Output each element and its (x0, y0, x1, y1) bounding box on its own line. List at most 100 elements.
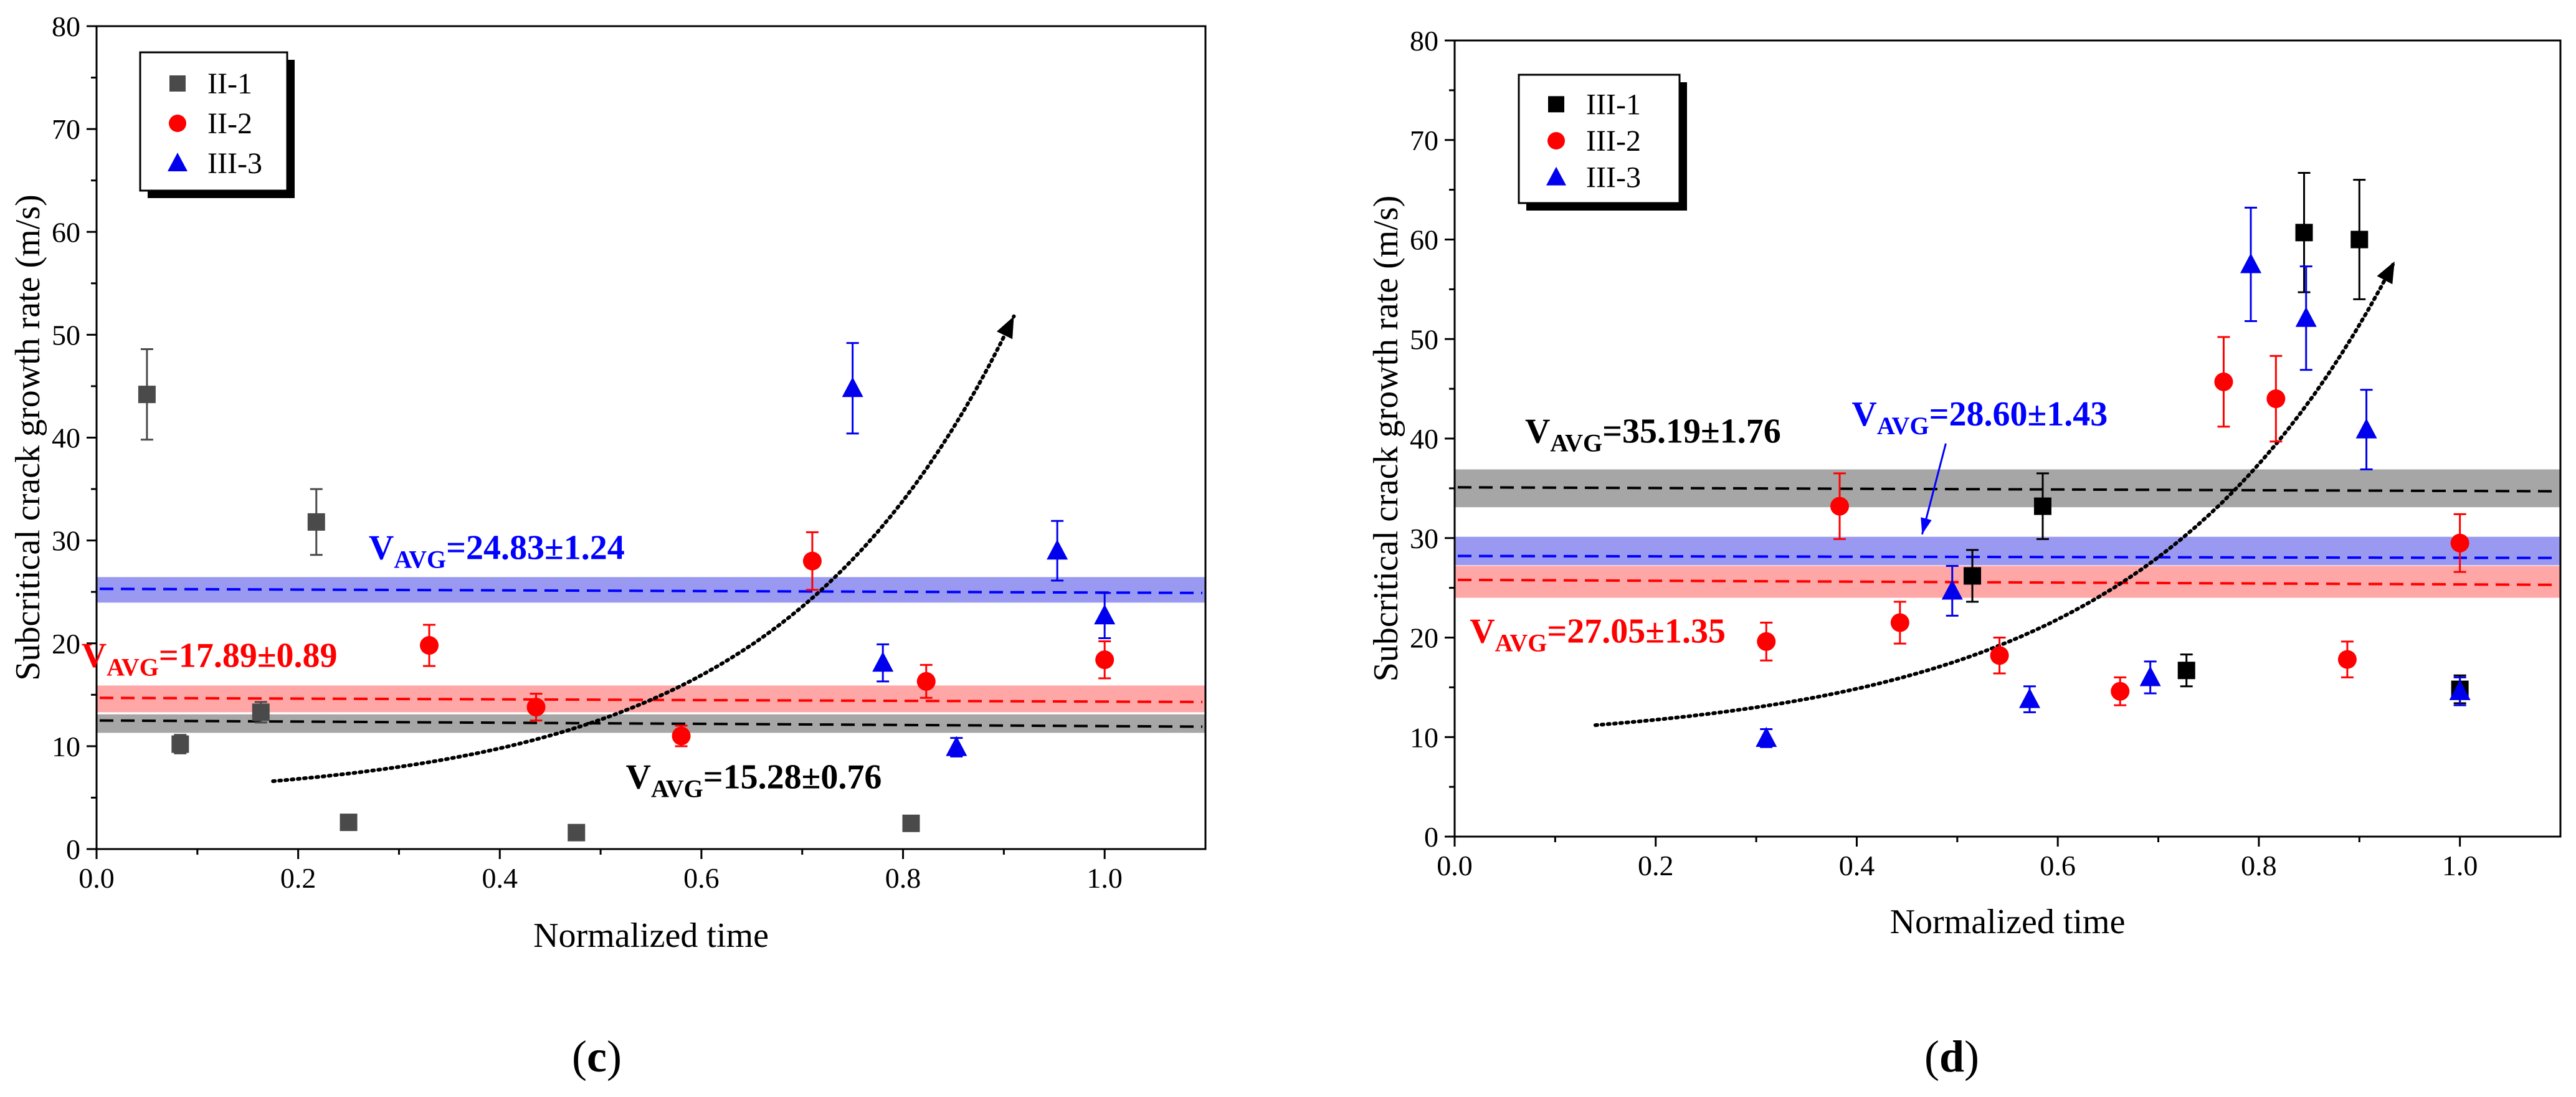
avg-annotation: VAVG=15.28±0.76 (626, 758, 882, 803)
y-axis-title: Subcritical crack growth rate (m/s) (1367, 196, 1405, 682)
y-tick-label: 60 (1410, 224, 1438, 256)
data-point (138, 386, 156, 404)
data-point (872, 652, 894, 672)
trend-curve (1593, 259, 2397, 728)
data-point (526, 698, 546, 717)
avg-line-2 (1457, 578, 2558, 586)
avg-line-2 (99, 719, 1203, 728)
x-tick-label: 0.8 (885, 862, 921, 894)
legend-label: III-1 (1586, 88, 1641, 121)
legend-label: III-2 (1586, 125, 1641, 158)
y-tick-label: 70 (1410, 125, 1438, 156)
data-point (1047, 539, 1068, 560)
y-tick-label: 40 (52, 422, 80, 454)
data-point (1095, 650, 1115, 670)
legend: II-1 II-2 III-3 (139, 51, 295, 198)
data-point (171, 735, 189, 753)
legend-marker (169, 75, 186, 92)
data-point (1941, 579, 1963, 600)
avg-line-1 (1457, 554, 2558, 559)
avg-band-0 (1455, 469, 2560, 508)
data-point (2139, 666, 2161, 686)
x-tick-label: 0.4 (482, 862, 518, 894)
data-point (1094, 604, 1116, 625)
x-tick-label: 0.2 (1638, 850, 1674, 881)
x-tick-label: 1.0 (2442, 850, 2478, 881)
data-point (916, 672, 936, 691)
trend-curve (271, 314, 1016, 783)
y-tick-label: 30 (52, 525, 80, 557)
x-axis-title: Normalized time (533, 916, 769, 955)
y-tick-label: 80 (52, 11, 80, 42)
data-point (2111, 681, 2130, 701)
data-point (2240, 253, 2261, 273)
data-point (2214, 372, 2233, 391)
data-point (2266, 389, 2286, 409)
legend-marker (1547, 132, 1565, 150)
data-point (1964, 567, 1982, 585)
y-tick-label: 10 (52, 731, 80, 762)
avg-line-0 (1457, 486, 2558, 493)
pointer-arrow-head (1921, 517, 1932, 534)
x-tick-label: 0.6 (2040, 850, 2076, 881)
y-tick-label: 60 (52, 216, 80, 248)
y-tick-label: 30 (1410, 523, 1438, 554)
y-tick-label: 0 (66, 833, 80, 865)
data-point (672, 726, 691, 746)
legend-label: III-3 (1586, 161, 1641, 194)
avg-line-0 (99, 587, 1203, 594)
legend-marker (1548, 96, 1564, 113)
y-tick-label: 80 (1410, 25, 1438, 57)
legend-label: II-2 (207, 107, 252, 140)
legend-label: II-1 (207, 67, 252, 100)
data-point (1990, 646, 2009, 665)
chart-panel-d: 0.0 0.2 0.4 0.6 0.8 1.0 0 10 20 30 40 50 60 70 80 Norma… (1367, 25, 2562, 1081)
data-point (2337, 650, 2357, 669)
data-point (802, 551, 822, 571)
data-point (2019, 688, 2040, 708)
data-point (1757, 632, 1776, 651)
avg-band-2 (1455, 566, 2560, 598)
x-tick-label: 0.2 (280, 862, 316, 894)
avg-annotation: VAVG=27.05±1.35 (1470, 612, 1726, 657)
data-point (2295, 224, 2313, 242)
data-point (2355, 418, 2377, 439)
data-point (1830, 496, 1850, 516)
y-tick-label: 40 (1410, 423, 1438, 455)
data-point (2350, 230, 2369, 249)
x-tick-label: 0.6 (683, 862, 720, 894)
y-tick-label: 50 (52, 319, 80, 351)
data-point (2449, 680, 2471, 700)
data-point (902, 814, 920, 832)
legend-marker (168, 153, 188, 171)
data-point (842, 377, 863, 397)
trend-arrow-head (2377, 261, 2395, 285)
data-point (340, 814, 358, 832)
data-point (568, 824, 586, 842)
data-point (307, 513, 325, 531)
data-point (2295, 306, 2317, 327)
avg-band-1 (1455, 536, 2560, 566)
avg-annotation: VAVG=24.83±1.24 (369, 528, 625, 573)
y-tick-label: 10 (1410, 721, 1438, 753)
y-axis-title: Subcritical crack growth rate (m/s) (9, 194, 47, 681)
legend-label: III-3 (207, 147, 262, 180)
chart-panel-c: 0.0 0.2 0.4 0.6 0.8 1.0 0 10 20 30 40 50 60 70 80 Norma… (9, 11, 1207, 1081)
x-axis-title: Normalized time (1890, 903, 2126, 941)
x-tick-label: 1.0 (1086, 862, 1123, 894)
data-point (2177, 662, 2195, 680)
data-point (946, 736, 967, 756)
legend-marker (169, 115, 186, 132)
y-tick-label: 20 (1410, 622, 1438, 654)
panel-caption: (c) (572, 1032, 622, 1081)
avg-annotation: VAVG=28.60±1.43 (1851, 395, 2108, 440)
avg-annotation: VAVG=17.89±0.89 (82, 637, 338, 681)
data-point (420, 636, 439, 655)
y-tick-label: 20 (52, 628, 80, 660)
y-tick-label: 70 (52, 113, 80, 145)
data-point (2450, 533, 2469, 553)
data-point (252, 703, 270, 721)
legend-marker (1546, 166, 1566, 186)
